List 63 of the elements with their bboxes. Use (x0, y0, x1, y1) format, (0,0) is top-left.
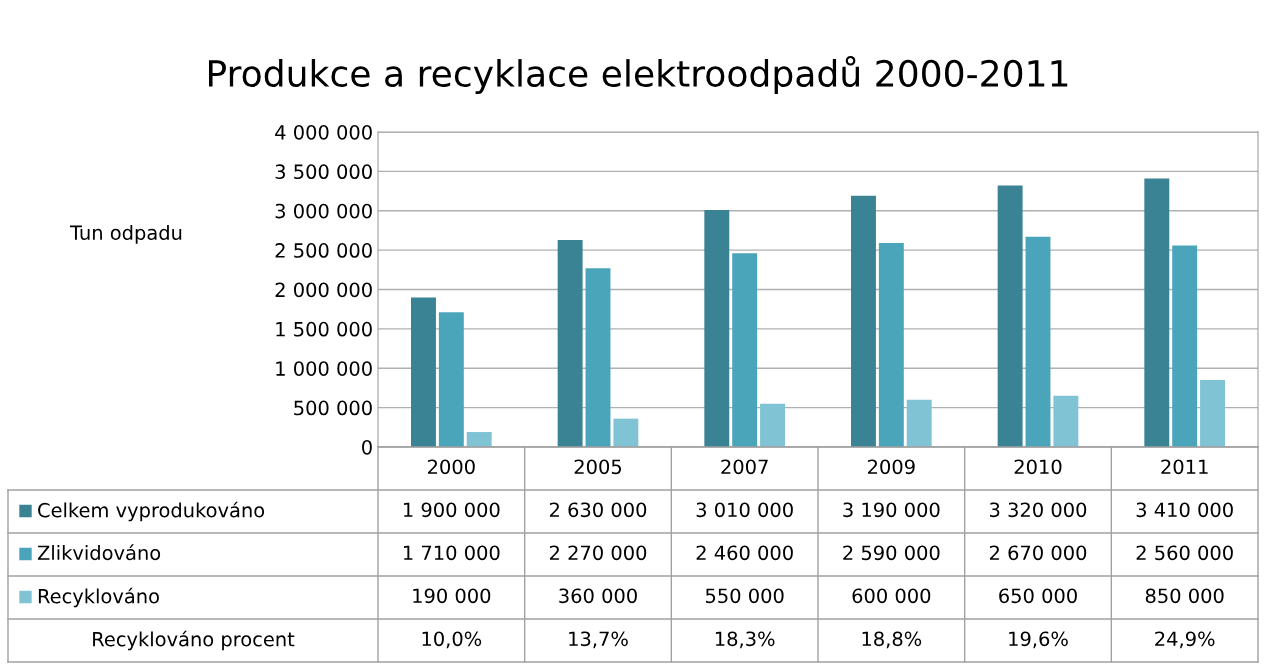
legend-label: Zlikvidováno (37, 544, 161, 561)
y-tick-label: 1 500 000 (276, 321, 372, 337)
x-tick-label: 2007 (721, 459, 768, 475)
text: 13,7% (569, 631, 628, 649)
bar (411, 297, 436, 447)
x-tick-label: 2009 (868, 459, 915, 475)
y-tick-label: 3 000 000 (275, 203, 372, 219)
data-label: 3 190 000 (843, 502, 940, 518)
x-tick-label: 2005 (574, 459, 622, 475)
y-tick-label: 1 000 000 (276, 361, 372, 376)
data-label: 3 410 000 (1136, 502, 1233, 518)
y-tick-label: 2 500 000 (275, 243, 372, 258)
text: 18,8% (862, 631, 922, 649)
text: 18,3% (715, 631, 775, 649)
bar (585, 268, 611, 447)
bar (732, 253, 758, 447)
bar (704, 209, 730, 447)
y-axis-title: Tun odpadu (69, 224, 182, 244)
y-tick-label: 500 000 (294, 400, 372, 416)
bar (906, 399, 932, 447)
y-tick-label: 3 500 000 (275, 164, 372, 180)
data-label: 2 630 000 (549, 502, 647, 518)
y-tick-label: 0 (362, 439, 372, 455)
data-label: 3 010 000 (696, 502, 793, 518)
bar (1200, 380, 1225, 447)
data-label: 2 460 000 (696, 545, 793, 561)
data-label: 600 000 (852, 588, 931, 604)
bar (851, 195, 876, 447)
bar (1053, 395, 1079, 447)
bar (997, 185, 1023, 447)
data-label: 1 710 000 (403, 545, 500, 561)
text: 19,6% (1009, 631, 1068, 649)
x-tick-label: 2000 (428, 459, 475, 475)
bar (1172, 245, 1198, 447)
bar (438, 312, 464, 447)
y-tick-label: 2 000 000 (275, 282, 372, 298)
data-label: 850 000 (1145, 588, 1224, 604)
text: 10,0% (422, 631, 482, 649)
x-tick-label: 2010 (1014, 459, 1062, 475)
bar (878, 243, 904, 447)
chart-title: Produkce a recyklace elektroodpadů 2000-2011 (208, 55, 1068, 95)
data-label: 2 670 000 (989, 545, 1087, 561)
data-label: 2 560 000 (1136, 545, 1233, 561)
data-label: 1 900 000 (403, 502, 500, 518)
text: Recyklováno procent (93, 630, 295, 651)
bar (760, 403, 785, 447)
bar (557, 239, 583, 447)
legend-label: Celkem vyprodukováno (38, 501, 265, 522)
bar (466, 432, 492, 447)
bar (613, 418, 639, 447)
x-tick-label: 2011 (1161, 459, 1208, 475)
data-label: 550 000 (705, 588, 784, 604)
legend-label: Recyklováno (38, 587, 159, 608)
bar (1144, 178, 1170, 447)
data-label: 650 000 (999, 588, 1077, 604)
data-label: 2 270 000 (549, 545, 647, 561)
data-label: 2 590 000 (843, 545, 940, 561)
data-label: 360 000 (559, 588, 637, 604)
text: 24,9% (1155, 631, 1215, 649)
y-tick-label: 4 000 000 (275, 124, 372, 140)
data-label: 190 000 (413, 588, 491, 604)
bar (1025, 236, 1051, 447)
data-label: 3 320 000 (990, 502, 1087, 518)
